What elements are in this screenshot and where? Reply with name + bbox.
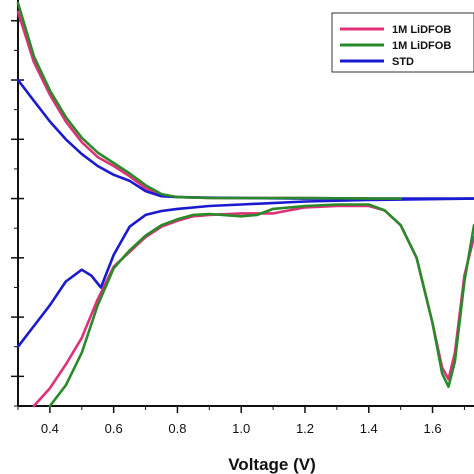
x-tick-label: 1.6 [424, 421, 442, 436]
chart-series [16, 1, 474, 408]
x-tick-label: 0.6 [105, 421, 123, 436]
x-tick-label: 1.2 [296, 421, 314, 436]
series-line-0-0 [16, 10, 371, 200]
chart-axes: 0.4 0.6 0.8 1.0 1.2 1.4 1.6 [11, 0, 474, 436]
legend-label: 1M LiDFOB [392, 40, 451, 52]
x-axis-label: Voltage (V) [228, 455, 316, 474]
legend: 1M LiDFOB 1M LiDFOB STD [331, 12, 474, 73]
x-tick-label: 1.4 [360, 421, 378, 436]
x-tick-label: 0.4 [41, 421, 59, 436]
legend-label: 1M LiDFOB [392, 24, 451, 36]
series-line-1-0 [16, 1, 402, 200]
series-line-0-1 [32, 204, 474, 408]
series-line-1-1 [48, 203, 474, 408]
legend-label: STD [392, 56, 414, 68]
series-line-2-1 [16, 197, 474, 348]
x-tick-label: 0.8 [168, 421, 186, 436]
series-line-2-0 [16, 78, 474, 200]
x-tick-label: 1.0 [232, 421, 250, 436]
